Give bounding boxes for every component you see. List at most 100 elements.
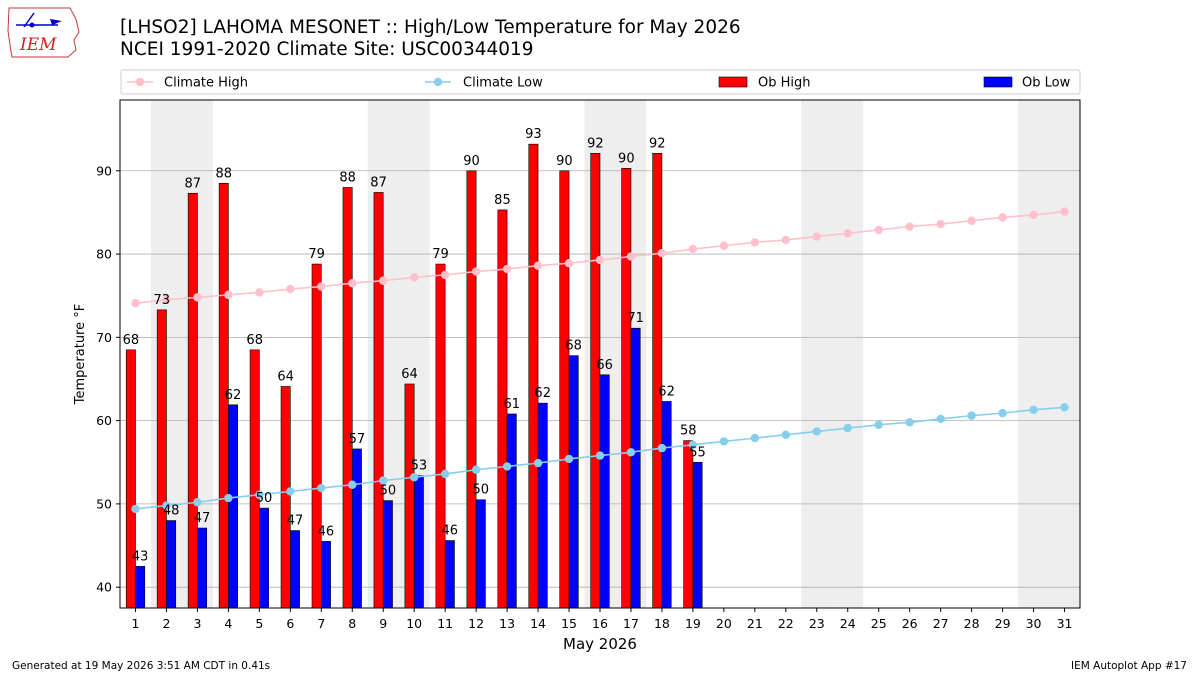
- climate-high-point: [905, 222, 914, 231]
- plot-area: 68 73 87 88 68 64 79 88 87 64 79 90 85 93 90 92 90 92 58 43…: [120, 100, 1080, 609]
- y-tick-label: 50: [96, 496, 112, 511]
- climate-high-point: [131, 299, 140, 308]
- climate-low-point: [471, 465, 481, 474]
- x-tick-label: 21: [747, 616, 763, 631]
- climate-high-point: [1029, 210, 1038, 220]
- ob-high-bar: [652, 152, 663, 609]
- x-tick-label: 2: [162, 616, 170, 631]
- climate-high-point: [874, 225, 883, 235]
- ob-high-bar: [187, 192, 198, 609]
- x-tick-label: 8: [348, 616, 356, 631]
- climate-low-point: [379, 476, 388, 485]
- climate-high-point: [564, 259, 574, 268]
- ob-low-label: 48: [163, 504, 180, 519]
- climate-low-point: [781, 430, 791, 439]
- ob-high-bar: [311, 263, 322, 609]
- ob-high-label: 92: [587, 136, 604, 151]
- weekend-shade: [801, 100, 833, 608]
- climate-high-point: [193, 293, 202, 302]
- ob-low-label: 62: [225, 388, 242, 403]
- weekend-shade: [832, 100, 864, 608]
- ob-low-label: 50: [473, 483, 490, 498]
- climate-high-point: [471, 267, 481, 276]
- ob-high-label: 88: [215, 166, 232, 181]
- ob-low-label: 66: [596, 358, 613, 373]
- x-tick-label: 25: [871, 616, 887, 631]
- x-tick-label: 11: [437, 616, 453, 631]
- x-tick-label: 22: [778, 616, 794, 631]
- ob-low-label: 46: [318, 524, 335, 539]
- climate-high-point: [657, 249, 667, 258]
- x-axis-title: May 2026: [563, 635, 637, 653]
- climate-high-point: [967, 216, 976, 225]
- ob-high-bar: [466, 170, 477, 609]
- ob-low-label: 47: [287, 514, 304, 529]
- ob-low-bar: [692, 461, 703, 609]
- climate-high-point: [719, 241, 729, 250]
- ob-low-label: 50: [380, 484, 397, 499]
- x-tick-label: 28: [964, 616, 980, 631]
- climate-low-point: [905, 418, 914, 427]
- x-tick-label: 19: [685, 616, 701, 631]
- x-tick-label: 15: [561, 616, 577, 631]
- ob-high-label: 79: [432, 247, 449, 262]
- ob-high-label: 79: [308, 247, 325, 262]
- x-tick-label: 23: [809, 616, 825, 631]
- legend-climate-low-label: Climate Low: [463, 76, 543, 91]
- ob-high-label: 68: [246, 333, 263, 348]
- ob-high-label: 90: [463, 154, 480, 169]
- climate-low-point: [1029, 405, 1038, 414]
- x-tick-label: 14: [530, 616, 546, 631]
- legend: Climate High Climate Low Ob High Ob Low: [120, 69, 1081, 95]
- ob-high-bar: [590, 152, 601, 609]
- x-tick-label: 4: [224, 616, 232, 631]
- climate-high-point: [533, 261, 543, 270]
- climate-high-point: [750, 238, 760, 247]
- climate-high-point: [348, 279, 357, 288]
- ob-low-label: 68: [565, 339, 582, 354]
- ob-low-label: 62: [534, 386, 551, 401]
- climate-high-point: [162, 295, 171, 305]
- x-tick-label: 9: [379, 616, 387, 631]
- y-tick-label: 70: [96, 330, 112, 345]
- chart-title: [LHSO2] LAHOMA MESONET :: High/Low Tempe…: [120, 17, 741, 38]
- ob-low-label: 50: [256, 491, 273, 506]
- climate-low-point: [440, 469, 450, 479]
- weekend-shade: [1018, 100, 1050, 608]
- x-tick-label: 24: [840, 616, 856, 631]
- ob-low-bar: [290, 530, 300, 609]
- ob-low-label: 47: [194, 511, 211, 526]
- x-tick-label: 17: [623, 616, 639, 631]
- climate-low-point: [1060, 403, 1069, 412]
- ob-low-label: 61: [503, 397, 520, 412]
- ob-high-bar: [683, 440, 694, 609]
- logo-text: IEM: [19, 35, 57, 55]
- ob-high-bar: [404, 383, 415, 609]
- climate-high-point: [936, 219, 945, 229]
- y-tick-label: 40: [96, 580, 112, 595]
- ob-low-bar: [537, 402, 548, 609]
- x-tick-label: 3: [193, 616, 201, 631]
- climate-high-point: [379, 276, 388, 285]
- climate-high-point: [286, 284, 295, 294]
- ob-high-bar: [342, 187, 353, 609]
- legend-climate-high-label: Climate High: [164, 76, 248, 91]
- ob-low-bar: [506, 413, 517, 609]
- ob-high-label: 93: [525, 127, 542, 142]
- ob-low-label: 55: [689, 445, 706, 460]
- ob-low-bar: [197, 527, 208, 609]
- ob-high-bar: [528, 143, 539, 609]
- x-tick-label: 30: [1026, 616, 1042, 631]
- climate-low-point: [595, 451, 605, 460]
- y-tick-label: 60: [96, 413, 112, 428]
- ob-low-bar: [413, 475, 424, 609]
- climate-high-point: [626, 252, 636, 261]
- legend-ob-high-swatch: [718, 76, 748, 88]
- climate-low-point: [626, 448, 636, 457]
- legend-climate-low-marker: [433, 77, 443, 87]
- ob-high-label: 90: [556, 154, 573, 169]
- app-label: IEM Autoplot App #17: [1071, 660, 1187, 672]
- ob-low-bar: [135, 566, 146, 609]
- legend-ob-low-swatch: [983, 76, 1013, 88]
